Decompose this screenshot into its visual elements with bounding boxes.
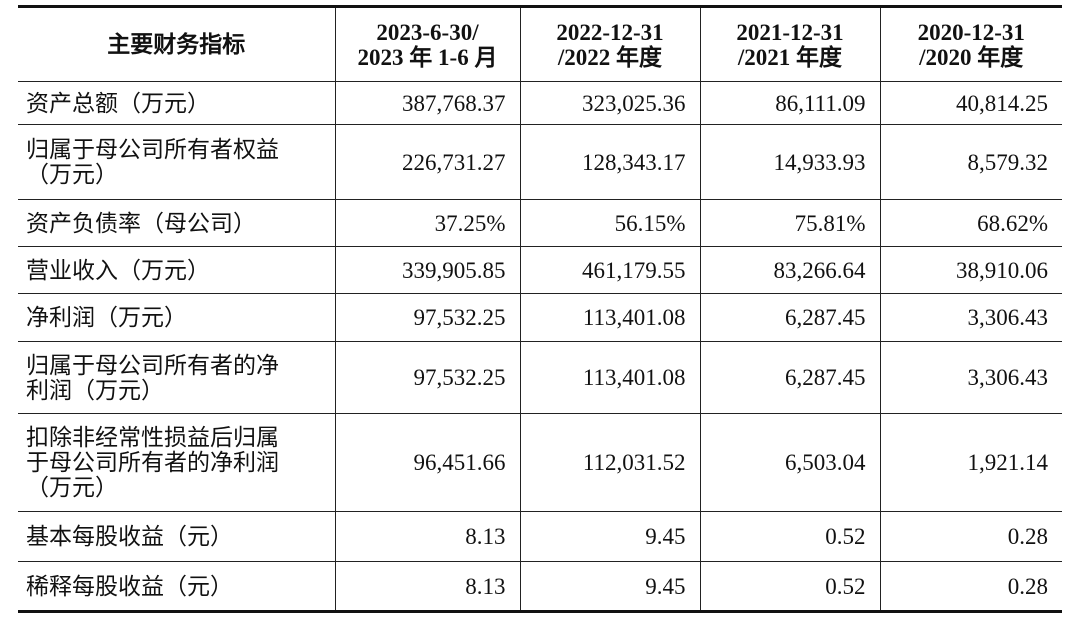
header-line: 2021-12-31 (736, 19, 844, 45)
header-line: 2023 年 1-6 月 (357, 44, 498, 70)
cell-value: 9.45 (519, 511, 701, 562)
cell-value: 1,921.14 (879, 413, 1062, 512)
cell-value: 226,731.27 (334, 124, 521, 200)
cell-value: 339,905.85 (334, 246, 521, 294)
table-row: 资产总额（万元） 387,768.37 323,025.36 86,111.09 40,… (18, 81, 1062, 125)
table-row: 稀释每股收益（元） 8.13 9.45 0.52 0.28 (18, 561, 1062, 613)
row-label: 基本每股收益（元） (18, 511, 336, 562)
cell-value: 0.52 (699, 561, 881, 613)
header-line: 主要财务指标 (107, 32, 246, 57)
cell-value: 3,306.43 (879, 341, 1062, 414)
cell-value: 323,025.36 (519, 81, 701, 125)
row-label: 归属于母公司所有者的净利润（万元） (18, 341, 336, 414)
cell-value: 8.13 (334, 511, 521, 562)
header-line: /2020 年度 (919, 44, 1024, 70)
header-row: 主要财务指标 2023-6-30/2023 年 1-6 月 2022-12-31/2… (18, 6, 1062, 82)
header-cell: 2022-12-31/2022 年度 (519, 6, 701, 82)
cell-value: 6,287.45 (699, 341, 881, 414)
row-label: 资产负债率（母公司） (18, 199, 336, 247)
cell-value: 6,503.04 (699, 413, 881, 512)
cell-value: 14,933.93 (699, 124, 881, 200)
cell-value: 96,451.66 (334, 413, 521, 512)
header-line: 2020-12-31 (917, 19, 1025, 45)
cell-value: 0.28 (879, 511, 1062, 562)
table-row: 净利润（万元） 97,532.25 113,401.08 6,287.45 3,306.… (18, 293, 1062, 342)
cell-value: 37.25% (334, 199, 521, 247)
row-label: 扣除非经常性损益后归属于母公司所有者的净利润（万元） (18, 413, 336, 512)
table-row: 资产负债率（母公司） 37.25% 56.15% 75.81% 68.62% (18, 199, 1062, 247)
header-line: 2022-12-31 (556, 19, 664, 45)
cell-value: 0.52 (699, 511, 881, 562)
table-body: 资产总额（万元） 387,768.37 323,025.36 86,111.09 40,… (18, 81, 1062, 613)
cell-value: 461,179.55 (519, 246, 701, 294)
cell-value: 113,401.08 (519, 341, 701, 414)
cell-value: 8.13 (334, 561, 521, 613)
financial-table: 主要财务指标 2023-6-30/2023 年 1-6 月 2022-12-31/2… (18, 5, 1062, 613)
cell-value: 128,343.17 (519, 124, 701, 200)
header-cell: 2023-6-30/2023 年 1-6 月 (334, 6, 521, 82)
header-line: /2022 年度 (557, 44, 663, 70)
table-row: 归属于母公司所有者权益（万元） 226,731.27 128,343.17 14,93… (18, 124, 1062, 200)
row-label: 资产总额（万元） (18, 81, 336, 125)
cell-value: 68.62% (879, 199, 1062, 247)
cell-value: 97,532.25 (334, 341, 521, 414)
cell-value: 112,031.52 (519, 413, 701, 512)
cell-value: 40,814.25 (879, 81, 1062, 125)
row-label: 归属于母公司所有者权益（万元） (18, 124, 336, 200)
cell-value: 86,111.09 (699, 81, 881, 125)
header-line: 2023-6-30/ (376, 19, 479, 45)
cell-value: 113,401.08 (519, 293, 701, 342)
cell-value: 9.45 (519, 561, 701, 613)
table-row: 基本每股收益（元） 8.13 9.45 0.52 0.28 (18, 511, 1062, 562)
table-row: 归属于母公司所有者的净利润（万元） 97,532.25 113,401.08 6,28… (18, 341, 1062, 414)
cell-value: 56.15% (519, 199, 701, 247)
row-label: 净利润（万元） (18, 293, 336, 342)
cell-value: 38,910.06 (879, 246, 1062, 294)
cell-value: 8,579.32 (879, 124, 1062, 200)
cell-value: 83,266.64 (699, 246, 881, 294)
cell-value: 3,306.43 (879, 293, 1062, 342)
row-label: 稀释每股收益（元） (18, 561, 336, 613)
cell-value: 75.81% (699, 199, 881, 247)
header-line: /2021 年度 (737, 44, 843, 70)
header-cell: 2020-12-31/2020 年度 (879, 6, 1062, 82)
cell-value: 387,768.37 (334, 81, 521, 125)
cell-value: 0.28 (879, 561, 1062, 613)
header-cell: 2021-12-31/2021 年度 (699, 6, 881, 82)
header-cell: 主要财务指标 (18, 6, 336, 82)
cell-value: 97,532.25 (334, 293, 521, 342)
table-row: 营业收入（万元） 339,905.85 461,179.55 83,266.64 38,… (18, 246, 1062, 294)
row-label: 营业收入（万元） (18, 246, 336, 294)
table-row: 扣除非经常性损益后归属于母公司所有者的净利润（万元） 96,451.66 112,0… (18, 413, 1062, 512)
cell-value: 6,287.45 (699, 293, 881, 342)
table-header: 主要财务指标 2023-6-30/2023 年 1-6 月 2022-12-31/2… (18, 6, 1062, 82)
